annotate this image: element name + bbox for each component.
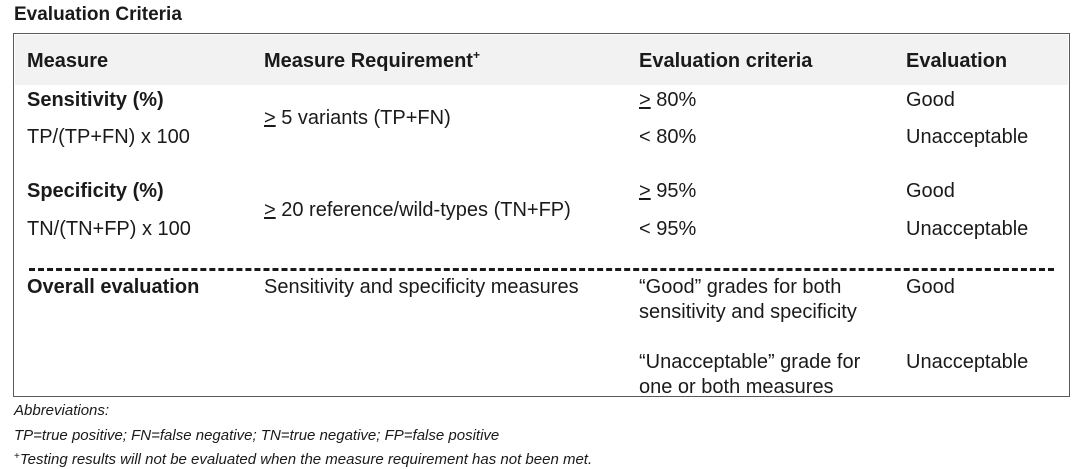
specificity-formula: TN/(TN+FP) x 100 xyxy=(27,218,191,240)
sensitivity-eval-bad: Unacceptable xyxy=(906,126,1029,148)
specificity-crit-good-symbol: > xyxy=(639,180,651,202)
overall-crit-bad-line2: one or both measures xyxy=(639,376,834,398)
header-criteria: Evaluation criteria xyxy=(639,50,813,72)
header-requirement-label: Measure Requirement xyxy=(264,50,473,72)
sensitivity-crit-bad: < 80% xyxy=(639,126,697,148)
sensitivity-formula: TP/(TP+FN) x 100 xyxy=(27,126,190,148)
dashed-divider xyxy=(29,268,1054,271)
overall-name: Overall evaluation xyxy=(27,276,200,298)
specificity-req-symbol: > xyxy=(264,199,276,221)
page-title: Evaluation Criteria xyxy=(14,4,182,25)
footnote-mark: + xyxy=(14,451,20,462)
sensitivity-crit-good-symbol: > xyxy=(639,89,651,111)
specificity-eval-good: Good xyxy=(906,180,955,202)
sensitivity-crit-good: > 80% xyxy=(639,88,696,113)
specificity-crit-bad: < 95% xyxy=(639,218,697,240)
specificity-eval-bad: Unacceptable xyxy=(906,218,1029,240)
overall-crit-good-line2: sensitivity and specificity xyxy=(639,301,857,323)
specificity-req-text: 20 reference/wild-types (TN+FP) xyxy=(275,199,571,221)
header-measure: Measure xyxy=(27,50,109,72)
specificity-crit-good-text: 95% xyxy=(650,180,697,202)
sensitivity-eval-good: Good xyxy=(906,89,955,111)
abbreviations-heading: Abbreviations: xyxy=(14,402,110,419)
header-requirement-mark: + xyxy=(472,48,480,62)
header-requirement: Measure Requirement+ xyxy=(264,49,480,74)
overall-requirement: Sensitivity and specificity measures xyxy=(264,276,579,298)
footnote: +Testing results will not be evaluated w… xyxy=(14,451,592,468)
specificity-name: Specificity (%) xyxy=(27,180,164,202)
abbreviations-text: TP=true positive; FN=false negative; TN=… xyxy=(14,427,500,444)
overall-eval-bad: Unacceptable xyxy=(906,351,1029,373)
overall-eval-good: Good xyxy=(906,276,955,298)
sensitivity-requirement: > 5 variants (TP+FN) xyxy=(264,106,451,131)
criteria-table: Measure Measure Requirement+ Evaluation … xyxy=(13,33,1070,398)
sensitivity-req-symbol: > xyxy=(264,107,276,129)
footnote-text: Testing results will not be evaluated wh… xyxy=(19,451,593,468)
sensitivity-name: Sensitivity (%) xyxy=(27,89,164,111)
table-header-row xyxy=(15,35,1068,85)
overall-crit-good-line1: “Good” grades for both xyxy=(639,276,842,298)
sensitivity-crit-good-text: 80% xyxy=(650,89,697,111)
header-evaluation: Evaluation xyxy=(906,50,1008,72)
specificity-crit-good: > 95% xyxy=(639,179,696,204)
sensitivity-req-text: 5 variants (TP+FN) xyxy=(275,107,451,129)
specificity-requirement: > 20 reference/wild-types (TN+FP) xyxy=(264,198,571,223)
overall-crit-bad-line1: “Unacceptable” grade for xyxy=(639,351,861,373)
